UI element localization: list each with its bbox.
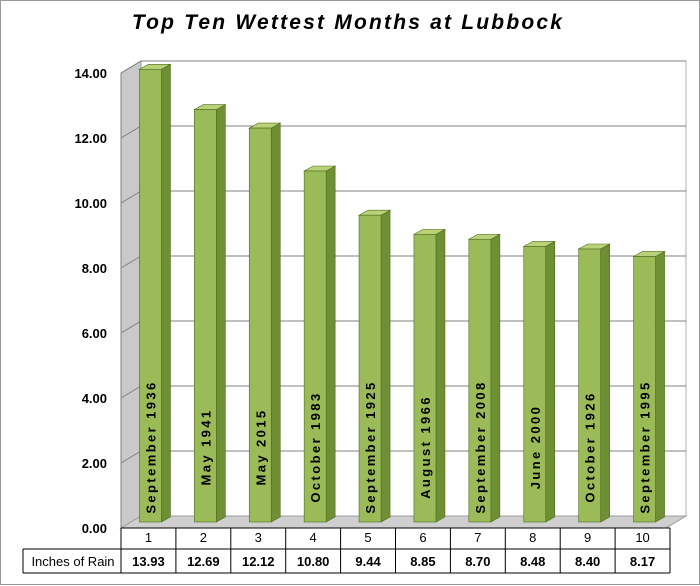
x-tick-label: 4: [310, 530, 317, 545]
bar: [578, 248, 601, 523]
gridline-side: [120, 385, 142, 399]
bar-label: August 1966: [418, 395, 433, 499]
table-value: 8.48: [520, 554, 545, 569]
bar-side: [325, 165, 336, 523]
bar: [303, 170, 327, 523]
bar: [523, 246, 547, 523]
bar: [139, 68, 162, 523]
y-tick-label: 10.00: [74, 196, 107, 211]
table-value: 10.80: [297, 554, 330, 569]
bar-label: September 1936: [143, 380, 158, 513]
bar-label: October 1983: [308, 391, 323, 502]
bar-label: May 2015: [253, 408, 268, 485]
gridline-side: [120, 450, 142, 464]
bar-side: [380, 209, 391, 523]
y-tick-label: 14.00: [74, 66, 107, 81]
bar-side: [600, 243, 610, 523]
bar-label: September 2008: [473, 380, 488, 513]
bar-side: [216, 104, 226, 523]
gridline-side: [120, 125, 142, 139]
table-value: 8.17: [630, 554, 655, 569]
x-tick-label: 8: [529, 530, 536, 545]
table-series-name: Inches of Rain: [31, 554, 114, 569]
bar-side: [490, 233, 501, 523]
plot-area: 0.00 2.00 4.00 6.00 8.00 10.00 12.00 14.00 Septe…: [22, 60, 688, 574]
table-value: 8.40: [575, 554, 600, 569]
bar-label: September 1925: [363, 380, 378, 513]
table-value: 12.69: [187, 554, 220, 569]
x-tick-label: 1: [145, 530, 152, 545]
bar: [248, 127, 272, 523]
y-tick-label: 12.00: [74, 131, 107, 146]
bar: [468, 238, 492, 523]
x-tick-label: 5: [364, 530, 371, 545]
bar-label: October 1926: [583, 391, 598, 502]
x-tick-label: 10: [635, 530, 649, 545]
y-tick-label: 0.00: [82, 521, 107, 536]
bar: [633, 256, 656, 523]
bar-label: June 2000: [528, 405, 543, 489]
bar: [358, 214, 382, 523]
y-tick-label: 4.00: [82, 391, 107, 406]
bar-side: [270, 122, 281, 523]
y-tick-label: 2.00: [82, 456, 107, 471]
bar-side: [161, 63, 171, 523]
x-tick-label: 3: [255, 530, 262, 545]
bar-side: [545, 240, 556, 523]
bar-side: [655, 250, 665, 523]
table-value: 8.70: [465, 554, 490, 569]
bar-label: May 1941: [198, 408, 213, 485]
bar-label: September 1995: [638, 380, 653, 513]
gridline-side: [120, 60, 142, 74]
table-value: 9.44: [355, 554, 381, 569]
side-wall: [120, 60, 142, 529]
bar: [413, 234, 437, 523]
bar: [194, 109, 217, 523]
x-tick-label: 6: [419, 530, 426, 545]
table-value: 12.12: [242, 554, 275, 569]
x-tick-label: 2: [200, 530, 207, 545]
table-value: 8.85: [410, 554, 435, 569]
chart-title: Top Ten Wettest Months at Lubbock: [132, 11, 564, 34]
table-value: 13.93: [132, 554, 165, 569]
gridline-side: [120, 255, 142, 269]
bar-side: [435, 228, 446, 523]
gridline-side: [120, 320, 142, 334]
y-tick-label: 6.00: [82, 326, 107, 341]
gridline-side: [120, 190, 142, 204]
x-tick-label: 9: [584, 530, 591, 545]
x-tick-label: 7: [474, 530, 481, 545]
y-tick-label: 8.00: [82, 261, 107, 276]
